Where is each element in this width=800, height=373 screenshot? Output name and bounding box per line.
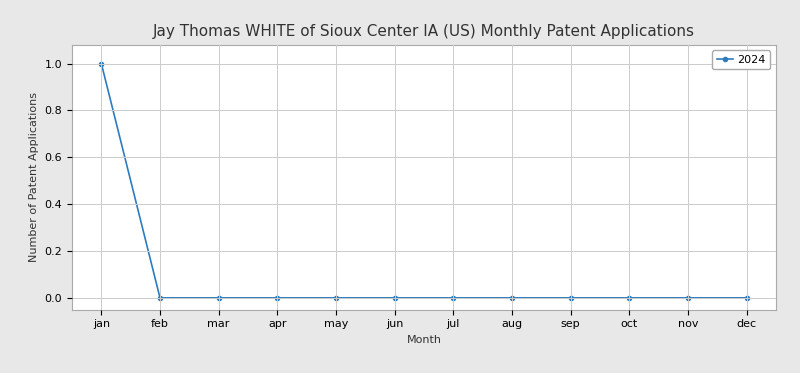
Y-axis label: Number of Patent Applications: Number of Patent Applications: [29, 92, 39, 262]
2024: [625, 296, 634, 300]
2024: [390, 296, 399, 300]
2024: [507, 296, 517, 300]
Legend: 2024: 2024: [712, 50, 770, 69]
2024: [214, 296, 223, 300]
2024: [566, 296, 575, 300]
2024: [273, 296, 282, 300]
2024: [155, 296, 165, 300]
2024: [97, 61, 106, 66]
2024: [449, 296, 458, 300]
2024: [742, 296, 751, 300]
Title: Jay Thomas WHITE of Sioux Center IA (US) Monthly Patent Applications: Jay Thomas WHITE of Sioux Center IA (US)…: [153, 24, 695, 40]
2024: [683, 296, 693, 300]
X-axis label: Month: Month: [406, 335, 442, 345]
Line: 2024: 2024: [99, 62, 749, 300]
2024: [331, 296, 341, 300]
